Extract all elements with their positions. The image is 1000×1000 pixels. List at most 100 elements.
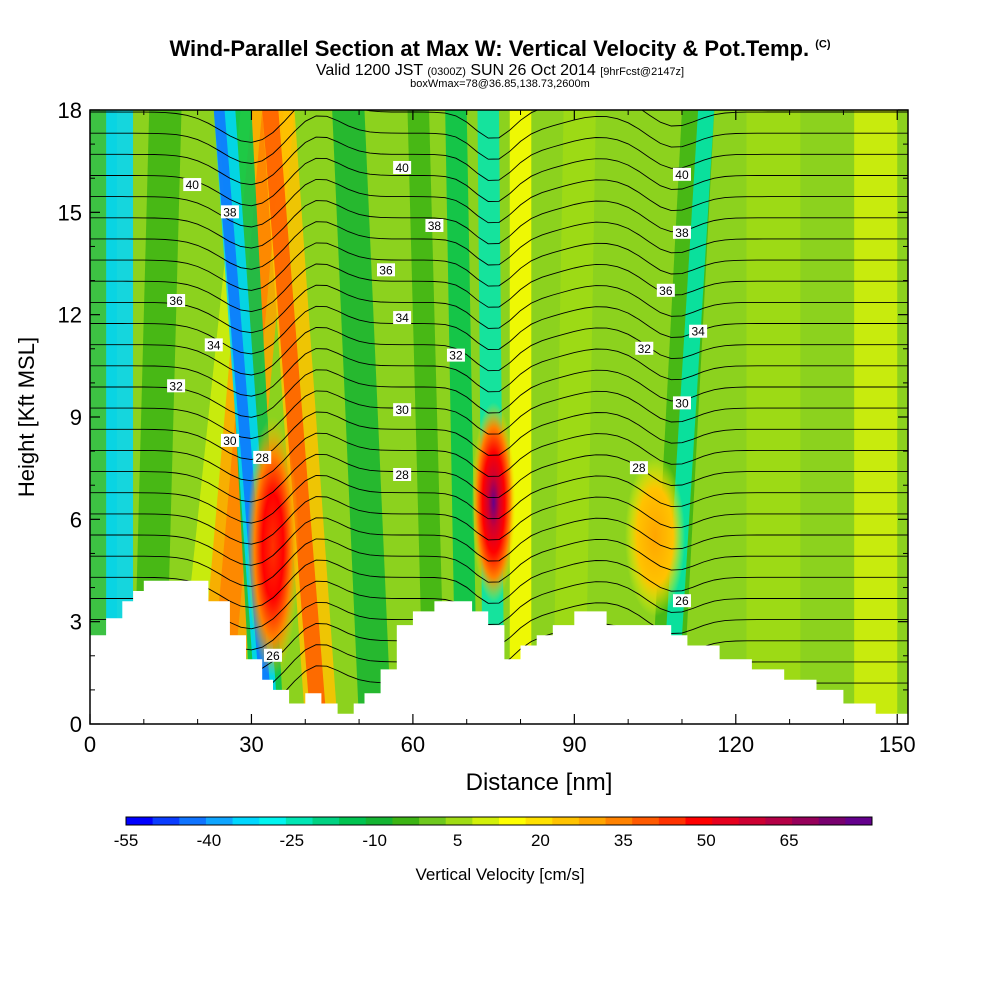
contour-label-box bbox=[689, 324, 708, 338]
colorbar-swatch bbox=[792, 817, 820, 825]
chart-title: Wind-Parallel Section at Max W: Vertical… bbox=[169, 36, 831, 61]
contour-label-box bbox=[635, 341, 654, 355]
contour-label-box bbox=[167, 379, 186, 393]
contour-label: 40 bbox=[672, 167, 691, 182]
isentrope-line bbox=[90, 453, 908, 503]
isentrope-line bbox=[90, 263, 908, 313]
contour-label-box bbox=[220, 205, 239, 219]
colorbar-swatch bbox=[152, 817, 180, 825]
y-tick-label: 12 bbox=[58, 303, 82, 328]
contour-label-box bbox=[672, 594, 691, 608]
contour-label-text: 38 bbox=[223, 205, 237, 219]
colorbar-swatch bbox=[419, 817, 447, 825]
y-tick-label: 15 bbox=[58, 200, 82, 225]
colorbar-swatch bbox=[632, 817, 660, 825]
contour-label-box bbox=[672, 167, 691, 181]
colorbar-tick-label: 5 bbox=[453, 831, 462, 850]
contour-label-text: 34 bbox=[207, 338, 221, 352]
contour-label-text: 26 bbox=[675, 594, 689, 608]
velocity-band-3 bbox=[133, 110, 182, 724]
isentrope-line bbox=[90, 110, 908, 143]
contour-label-text: 40 bbox=[395, 161, 409, 175]
contour-label-text: 36 bbox=[659, 284, 673, 298]
x-tick-label: 0 bbox=[84, 732, 96, 757]
velocity-band-13 bbox=[407, 110, 446, 724]
isentrope-line bbox=[90, 242, 908, 291]
x-tick-label: 60 bbox=[401, 732, 425, 757]
contour-label-text: 34 bbox=[395, 311, 409, 325]
isentrope-line bbox=[90, 517, 908, 566]
contour-label: 32 bbox=[167, 379, 186, 393]
contour-label: 34 bbox=[689, 324, 708, 339]
contour-label: 36 bbox=[167, 294, 186, 308]
contour-label: 40 bbox=[183, 178, 202, 192]
contour-label-box bbox=[672, 225, 691, 239]
isentrope-line bbox=[90, 432, 908, 482]
colorbar-swatch bbox=[205, 817, 234, 825]
contour-label-text: 34 bbox=[691, 325, 705, 339]
updraft-core-central bbox=[471, 402, 516, 603]
isentrope-line bbox=[90, 178, 908, 228]
isentrope-line bbox=[90, 157, 908, 207]
contour-label-text: 28 bbox=[395, 468, 409, 482]
contour-label-text: 38 bbox=[428, 219, 442, 233]
y-tick-label: 6 bbox=[70, 507, 82, 532]
colorbar-swatch bbox=[445, 817, 473, 825]
contour-label: 32 bbox=[446, 348, 465, 363]
colorbar: -55 -40 -25 -10 5 20 35 50 65 Vertical Velocity [… bbox=[114, 816, 873, 884]
x-tick-label: 150 bbox=[879, 732, 916, 757]
x-tick-label: 90 bbox=[562, 732, 586, 757]
isentrope-line bbox=[90, 348, 908, 397]
contour-label: 30 bbox=[393, 403, 412, 417]
contour-label-text: 30 bbox=[395, 403, 409, 417]
x-tick-label: 120 bbox=[717, 732, 754, 757]
contour-label: 26 bbox=[263, 648, 282, 663]
y-tick-label: 3 bbox=[70, 610, 82, 635]
contour-label: 38 bbox=[425, 218, 444, 233]
colorbar-swatch bbox=[499, 817, 527, 825]
colorbar-swatch bbox=[126, 817, 154, 825]
colorbar-swatch bbox=[845, 817, 873, 825]
colorbar-tick-label: 65 bbox=[780, 831, 799, 850]
contour-label-box bbox=[393, 467, 412, 481]
contour-label-box bbox=[446, 348, 465, 362]
contour-label: 30 bbox=[672, 396, 691, 410]
updraft-core-west bbox=[246, 416, 299, 677]
contour-label-text: 28 bbox=[632, 461, 646, 475]
contour-label-box bbox=[376, 263, 395, 277]
contour-label-box bbox=[393, 311, 412, 325]
contour-label-text: 36 bbox=[379, 263, 393, 277]
colorbar-swatch bbox=[339, 817, 367, 825]
velocity-band-17 bbox=[552, 110, 596, 724]
colorbar-swatch bbox=[738, 817, 766, 825]
colorbar-tick-label: 35 bbox=[614, 831, 633, 850]
isentrope-line bbox=[90, 411, 908, 461]
contour-label: 36 bbox=[656, 283, 675, 298]
velocity-band-12 bbox=[332, 110, 392, 724]
contour-label-box bbox=[167, 294, 186, 308]
contour-label-box bbox=[183, 178, 202, 192]
y-tick-label: 9 bbox=[70, 405, 82, 430]
colorbar-swatch bbox=[605, 817, 633, 825]
velocity-band-2 bbox=[106, 110, 134, 724]
contour-label-box bbox=[204, 338, 223, 352]
isentrope-line bbox=[90, 284, 908, 334]
colorbar-tick-label: -40 bbox=[197, 831, 222, 850]
contour-label: 28 bbox=[393, 467, 412, 482]
velocity-band-11 bbox=[262, 110, 327, 724]
colorbar-swatch bbox=[685, 817, 713, 825]
terrain-fill bbox=[90, 580, 908, 724]
contour-label-text: 32 bbox=[169, 379, 183, 393]
isentrope-line bbox=[90, 559, 908, 609]
colorbar-swatch bbox=[179, 817, 207, 825]
colorbar-tick-label: 20 bbox=[531, 831, 550, 850]
colorbar-swatch bbox=[552, 817, 580, 825]
contour-label: 34 bbox=[393, 311, 412, 325]
x-tick-label: 30 bbox=[239, 732, 263, 757]
colorbar-swatch bbox=[365, 817, 393, 825]
contour-labels: 40 38 36 34 32 30 28 26 40 38 36 34 32 30 28 40 38 36 34 32… bbox=[167, 160, 708, 663]
colorbar-swatch bbox=[232, 817, 260, 825]
colorbar-swatch bbox=[818, 817, 846, 825]
isentrope-line bbox=[90, 496, 908, 545]
